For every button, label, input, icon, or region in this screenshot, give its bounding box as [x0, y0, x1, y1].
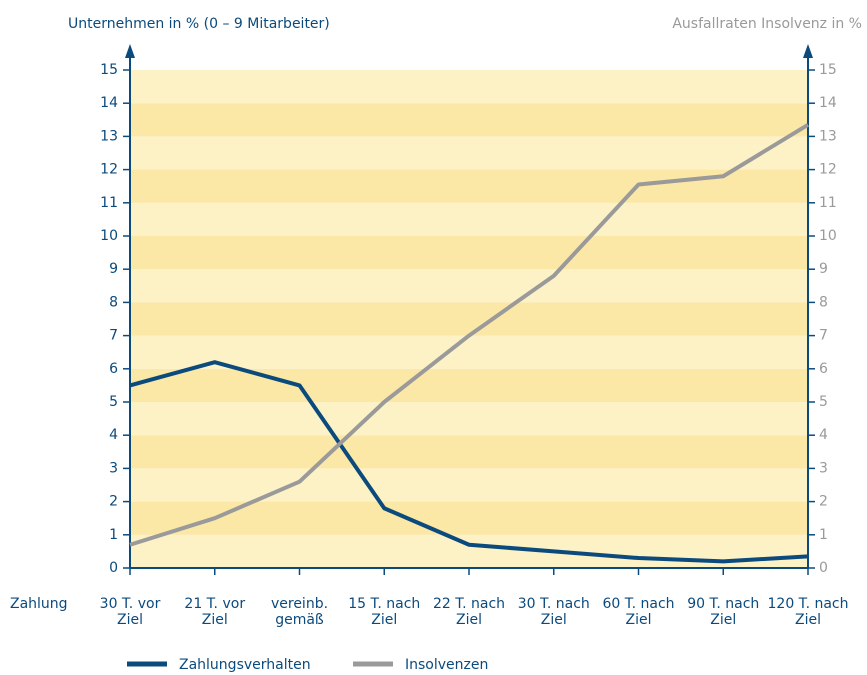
y-tick-label: 7: [109, 328, 118, 344]
x-tick-label: Ziel: [202, 612, 228, 628]
y-tick-label: 2: [109, 494, 118, 510]
y2-tick-label: 3: [819, 460, 828, 476]
grid-band: [130, 169, 808, 203]
y-axis-arrow: [125, 44, 135, 58]
x-tick-label: Ziel: [710, 612, 736, 628]
x-axis-label: Zahlung: [10, 596, 68, 612]
y2-tick-label: 8: [819, 294, 828, 310]
y-tick-label: 1: [109, 527, 118, 543]
y2-axis-label: Ausfallraten Insolvenz in %: [672, 16, 862, 32]
y2-tick-label: 6: [819, 361, 828, 377]
y2-tick-label: 4: [819, 427, 828, 443]
y2-tick-label: 11: [819, 195, 837, 211]
grid-band: [130, 435, 808, 469]
y2-tick-label: 0: [819, 560, 828, 576]
y-tick-label: 15: [100, 62, 118, 78]
x-tick-label: 21 T. vor: [184, 596, 245, 612]
x-tick-label: Ziel: [117, 612, 143, 628]
x-tick-label: Ziel: [795, 612, 821, 628]
y-tick-label: 5: [109, 394, 118, 410]
y2-tick-label: 5: [819, 394, 828, 410]
x-tick-label: gemäß: [275, 612, 324, 628]
x-tick-label: vereinb.: [271, 596, 328, 612]
y2-tick-label: 14: [819, 95, 837, 111]
x-tick-label: 120 T. nach: [768, 596, 849, 612]
grid-band: [130, 335, 808, 369]
y-tick-label: 0: [109, 560, 118, 576]
x-tick-label: Ziel: [541, 612, 567, 628]
grid-band: [130, 269, 808, 303]
x-tick-label: Ziel: [371, 612, 397, 628]
x-tick-label: 30 T. vor: [100, 596, 161, 612]
x-tick-label: 60 T. nach: [602, 596, 674, 612]
grid-band: [130, 236, 808, 270]
y-tick-label: 9: [109, 261, 118, 277]
x-tick-label: 30 T. nach: [518, 596, 590, 612]
y-tick-label: 14: [100, 95, 118, 111]
y-tick-label: 11: [100, 195, 118, 211]
grid-band: [130, 468, 808, 502]
series-line: [129, 360, 809, 564]
y2-tick-label: 13: [819, 128, 837, 144]
y-tick-label: 3: [109, 460, 118, 476]
y-axis-label: Unternehmen in % (0 – 9 Mitarbeiter): [68, 16, 330, 32]
y2-tick-label: 2: [819, 494, 828, 510]
y2-tick-label: 7: [819, 328, 828, 344]
x-tick-label: 22 T. nach: [433, 596, 505, 612]
y-tick-label: 13: [100, 128, 118, 144]
x-tick-label: 90 T. nach: [687, 596, 759, 612]
plot-background: [130, 70, 808, 568]
x-tick-label: Ziel: [626, 612, 652, 628]
y-tick-label: 4: [109, 427, 118, 443]
grid-band: [130, 302, 808, 336]
y2-axis-arrow: [803, 44, 813, 58]
y-tick-label: 6: [109, 361, 118, 377]
x-tick-label: 15 T. nach: [348, 596, 420, 612]
y-tick-label: 12: [100, 162, 118, 178]
grid-band: [130, 136, 808, 170]
grid-band: [130, 501, 808, 535]
grid-band: [130, 534, 808, 568]
y2-tick-label: 10: [819, 228, 837, 244]
y2-tick-label: 9: [819, 261, 828, 277]
y2-tick-label: 12: [819, 162, 837, 178]
grid-band: [130, 368, 808, 402]
y2-tick-label: 15: [819, 62, 837, 78]
legend-label: Zahlungsverhalten: [179, 657, 311, 673]
x-tick-label: Ziel: [456, 612, 482, 628]
legend-label: Insolvenzen: [405, 657, 488, 673]
grid-band: [130, 202, 808, 236]
y-tick-label: 8: [109, 294, 118, 310]
grid-band: [130, 70, 808, 104]
y2-tick-label: 1: [819, 527, 828, 543]
y-tick-label: 10: [100, 228, 118, 244]
grid-band: [130, 103, 808, 137]
series-line: [129, 123, 810, 547]
grid-band: [130, 402, 808, 436]
